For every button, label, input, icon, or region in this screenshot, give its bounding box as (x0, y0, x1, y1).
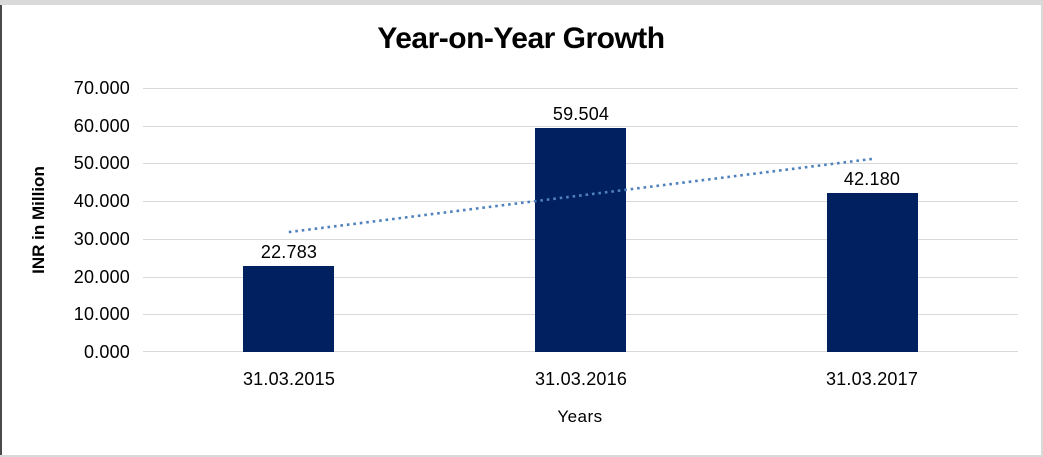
bar-data-label: 42.180 (843, 169, 901, 189)
window-left-edge (0, 5, 2, 457)
y-tick-label: 30.000 (73, 228, 130, 249)
bar-data-label: 22.783 (260, 242, 318, 262)
window-bottom-edge (0, 455, 1043, 457)
chart-title: Year-on-Year Growth (377, 22, 665, 55)
y-tick-label: 20.000 (73, 266, 130, 287)
plot-area (143, 88, 1018, 352)
x-tick-label: 31.03.2015 (242, 369, 336, 389)
bar (535, 128, 626, 352)
y-tick-label: 0.000 (83, 342, 130, 362)
y-tick-label: 10.000 (73, 304, 130, 325)
trendline-path (288, 157, 873, 234)
window-right-edge (1041, 5, 1043, 457)
window-top-edge (0, 0, 1043, 5)
x-tick-label: 31.03.2017 (825, 369, 919, 389)
y-tick-label: 70.000 (73, 78, 130, 98)
y-axis-title: INR in Million (29, 166, 48, 274)
bar (827, 193, 918, 352)
x-axis-title: Years (557, 407, 603, 426)
bar-data-label: 59.504 (552, 104, 610, 124)
y-tick-label: 50.000 (73, 153, 130, 174)
trendline (288, 157, 873, 234)
x-tick-label: 31.03.2016 (534, 369, 628, 389)
gridline (143, 88, 1018, 89)
y-tick-label: 40.000 (73, 191, 130, 212)
y-tick-label: 60.000 (73, 115, 130, 136)
gridline (143, 126, 1018, 127)
bar (243, 266, 334, 352)
